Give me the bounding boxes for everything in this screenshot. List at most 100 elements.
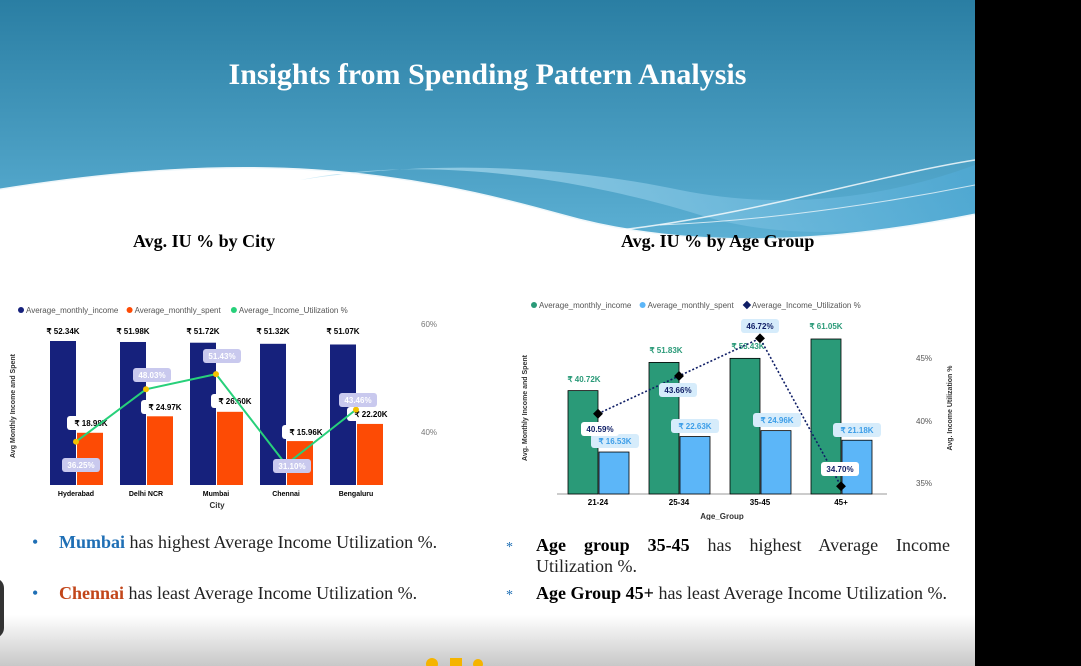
- income-label: ₹ 51.83K: [649, 346, 682, 355]
- bullet-highlight: Chennai: [59, 583, 125, 603]
- spent-bar: [217, 411, 243, 485]
- bottom-gradient: [0, 615, 975, 666]
- category-label: Mumbai: [203, 491, 230, 498]
- bullet-text: has highest Average Income Utilization %…: [536, 535, 950, 576]
- spent-label-bg: [591, 434, 639, 448]
- legend-marker: [639, 302, 646, 308]
- utilization-label-bg: [62, 458, 100, 472]
- utilization-label-bg: [203, 349, 241, 363]
- bullet-marker: *: [506, 540, 513, 555]
- slide: Insights from Spending Pattern Analysis …: [0, 0, 975, 666]
- legend-marker: [531, 302, 537, 308]
- age-chart: Average_monthly_income Average_monthly_sp…: [522, 300, 954, 520]
- legend-marker: [742, 300, 752, 310]
- legend-label: Average_monthly_income: [26, 306, 119, 315]
- utilization-label-bg: [741, 319, 779, 333]
- bullet-marker: •: [32, 583, 39, 603]
- legend-label: Average_Income_Utilization %: [752, 301, 861, 310]
- income-bar: [190, 342, 216, 485]
- spent-label-bg: [753, 413, 801, 427]
- utilization-label: 40.59%: [586, 425, 613, 434]
- utilization-point: [593, 408, 603, 419]
- city-chart-title: Avg. IU % by City: [133, 231, 276, 251]
- utilization-label: 34.70%: [826, 465, 853, 474]
- legend-marker: [126, 307, 133, 313]
- utilization-label-bg: [821, 462, 859, 476]
- slide-title: Insights from Spending Pattern Analysis: [228, 58, 747, 91]
- spent-bar: [147, 416, 173, 485]
- utilization-line: [597, 337, 842, 487]
- legend-label: Average_monthly_spent: [648, 301, 735, 310]
- legend-label: Average_Income_Utilization %: [239, 306, 348, 315]
- spent-label: ₹ 26.60K: [218, 397, 251, 406]
- legend-marker: [230, 307, 237, 313]
- utilization-label-bg: [659, 383, 697, 397]
- bullet-text: has least Average Income Utilization %.: [653, 583, 947, 603]
- right-axis-tick: 40%: [916, 417, 932, 426]
- spent-bar: [357, 423, 383, 485]
- income-label: ₹ 51.72K: [186, 327, 219, 336]
- legend-label: Average_monthly_income: [539, 301, 632, 310]
- category-label: 21-24: [588, 498, 609, 507]
- bullet-highlight: Mumbai: [59, 532, 126, 552]
- utilization-label: 48.03%: [138, 371, 165, 380]
- spent-label: ₹ 16.53K: [598, 437, 631, 446]
- utilization-point: [353, 406, 359, 413]
- category-label: 45+: [834, 498, 848, 507]
- utilization-point: [213, 371, 219, 378]
- left-edge-decoration: [0, 578, 4, 638]
- income-label: ₹ 53.43K: [731, 342, 764, 351]
- utilization-point: [836, 481, 846, 492]
- bullet-text: has least Average Income Utilization %.: [124, 583, 418, 603]
- bullet-marker: *: [506, 588, 513, 603]
- utilization-label-bg: [581, 422, 619, 436]
- x-axis-label: Age_Group: [700, 512, 744, 520]
- x-axis-label: City: [209, 501, 225, 510]
- spent-bar: [679, 436, 711, 495]
- spent-label-bg: [671, 419, 719, 433]
- bullet-text: has highest Average Income Utilization %…: [125, 532, 438, 552]
- bullet-highlight: Age Group 45+: [536, 583, 654, 603]
- spent-label: ₹ 15.96K: [289, 428, 322, 437]
- spent-label: ₹ 22.63K: [678, 422, 711, 431]
- spent-label-bg: [347, 407, 395, 421]
- category-label: Delhi NCR: [129, 491, 163, 498]
- spent-label-bg: [67, 416, 115, 430]
- income-label: ₹ 61.05K: [809, 322, 842, 331]
- y-axis-label: Avg. Monthly Income and Spent: [522, 354, 529, 461]
- spent-label-bg: [282, 425, 330, 439]
- category-label: Chennai: [272, 491, 300, 498]
- income-label: ₹ 51.98K: [116, 327, 149, 336]
- category-label: Hyderabad: [58, 491, 94, 498]
- y-axis-label: Avg Monthly Income and Spent: [10, 353, 17, 458]
- right-axis-tick: 35%: [916, 479, 932, 488]
- income-label: ₹ 52.34K: [46, 327, 79, 336]
- category-label: Bengaluru: [339, 491, 374, 498]
- legend-label: Average_monthly_spent: [135, 306, 222, 315]
- spent-label-bg: [833, 423, 881, 437]
- income-label: ₹ 40.72K: [567, 375, 600, 384]
- city-chart: Average_monthly_income Average_monthly_sp…: [10, 306, 437, 510]
- right-axis-tick: 60%: [421, 320, 437, 329]
- category-label: 35-45: [750, 498, 771, 507]
- spent-bar: [760, 430, 792, 495]
- spent-label: ₹ 21.18K: [840, 426, 873, 435]
- legend-marker: [18, 307, 24, 313]
- income-label: ₹ 51.07K: [326, 327, 359, 336]
- utilization-label: 43.66%: [664, 386, 691, 395]
- y2-axis-label: Avg. Income Utilization %: [947, 365, 954, 451]
- spent-label: ₹ 18.98K: [74, 419, 107, 428]
- spent-label-bg: [141, 400, 189, 414]
- bullet-highlight: Age group 35-45: [536, 535, 690, 555]
- utilization-label-bg: [339, 393, 377, 407]
- spent-label: ₹ 22.20K: [354, 410, 387, 419]
- age-chart-title: Avg. IU % by Age Group: [621, 231, 815, 251]
- utilization-label: 51.43%: [208, 352, 235, 361]
- header-wave-background: [0, 0, 975, 242]
- utilization-label: 46.72%: [746, 322, 773, 331]
- utilization-point: [73, 438, 79, 445]
- logo-graphic: [426, 658, 483, 666]
- income-label: ₹ 51.32K: [256, 327, 289, 336]
- utilization-label-bg: [273, 459, 311, 473]
- right-axis-tick: 40%: [421, 428, 437, 437]
